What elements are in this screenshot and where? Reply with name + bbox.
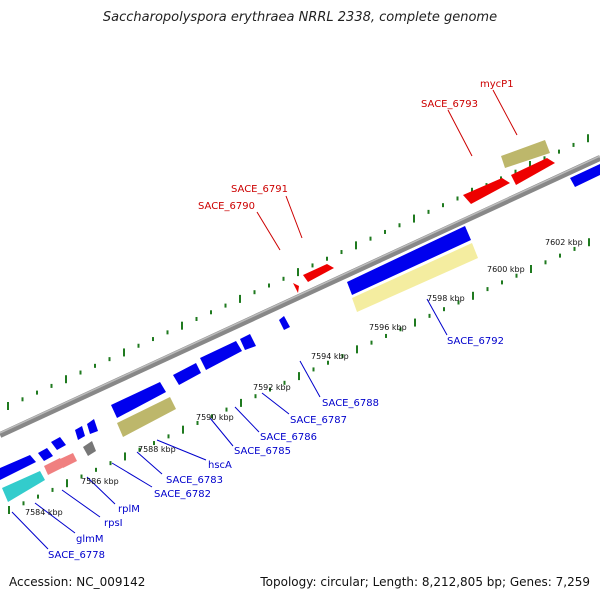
kbp-label: 7584 kbp — [25, 508, 63, 517]
kbp-label: 7586 kbp — [81, 477, 119, 486]
gene-rpsI[interactable] — [44, 458, 64, 475]
label-SACE_6792[interactable]: SACE_6792 — [447, 336, 504, 347]
label-SACE_6782[interactable]: SACE_6782 — [154, 489, 211, 500]
gene-SACE_6791[interactable] — [303, 264, 334, 282]
gene-gray[interactable] — [83, 441, 96, 456]
label-SACE_6790[interactable]: SACE_6790 — [198, 201, 255, 212]
label-rplM[interactable]: rplM — [118, 504, 140, 515]
feature-mycP1-region[interactable] — [501, 140, 550, 168]
forward-features — [293, 140, 600, 293]
gene-SACE_6789[interactable] — [347, 226, 471, 295]
outer-tick-row — [7, 134, 589, 410]
accession-text: Accession: NC_009142 — [9, 575, 146, 589]
kbp-label: 7598 kbp — [427, 294, 465, 303]
label-SACE_6783[interactable]: SACE_6783 — [166, 475, 223, 486]
gene-hscA[interactable] — [117, 397, 176, 437]
kbp-label: 7602 kbp — [545, 238, 583, 247]
gene-SACE_6787[interactable] — [240, 334, 256, 350]
label-glmM[interactable]: glmM — [76, 534, 104, 545]
label-SACE_6787[interactable]: SACE_6787 — [290, 415, 347, 426]
kbp-label: 7588 kbp — [138, 445, 176, 454]
genome-summary-text: Topology: circular; Length: 8,212,805 bp… — [260, 575, 590, 589]
gene-SACE_6785[interactable] — [173, 363, 201, 385]
gene-SACE_6788[interactable] — [279, 316, 290, 330]
label-mycP1[interactable]: mycP1 — [480, 79, 514, 90]
gene-small-2[interactable] — [75, 426, 85, 440]
gene-SACE_6790[interactable] — [293, 283, 299, 293]
kbp-label: 7596 kbp — [369, 323, 407, 332]
gene-SACE_6777[interactable] — [0, 455, 36, 480]
kbp-label: 7600 kbp — [487, 265, 525, 274]
gene-SACE_6783[interactable] — [111, 382, 166, 418]
label-SACE_6793[interactable]: SACE_6793 — [421, 99, 478, 110]
reverse-leaders — [11, 298, 448, 550]
gene-small-3[interactable] — [87, 419, 98, 434]
kbp-labels: 7584 kbp 7586 kbp 7588 kbp 7590 kbp 7592… — [25, 238, 583, 517]
map-title: Saccharopolyspora erythraea NRRL 2338, c… — [102, 10, 498, 25]
kbp-label: 7594 kbp — [311, 352, 349, 361]
gene-SACE_6786[interactable] — [200, 341, 242, 370]
label-SACE_6788[interactable]: SACE_6788 — [322, 398, 379, 409]
kbp-label: 7590 kbp — [196, 413, 234, 422]
label-rpsI[interactable]: rpsI — [104, 518, 123, 529]
gene-rplM[interactable] — [60, 453, 77, 468]
forward-leaders — [256, 89, 518, 251]
label-SACE_6791[interactable]: SACE_6791 — [231, 184, 288, 195]
reverse-features — [0, 226, 478, 502]
label-SACE_6785[interactable]: SACE_6785 — [234, 446, 291, 457]
inner-tick-row — [8, 238, 590, 514]
gene-SACE_6793[interactable] — [463, 178, 510, 204]
gene-small-1[interactable] — [51, 437, 66, 450]
gene-SACE_6778[interactable] — [2, 471, 45, 502]
label-SACE_6786[interactable]: SACE_6786 — [260, 432, 317, 443]
kbp-label: 7592 kbp — [253, 383, 291, 392]
label-SACE_6778[interactable]: SACE_6778 — [48, 550, 105, 561]
genome-backbone-highlight — [0, 155, 600, 434]
label-hscA[interactable]: hscA — [208, 460, 232, 471]
gene-labels: SACE_6790 SACE_6791 SACE_6793 mycP1 SACE… — [48, 79, 514, 561]
gene-mycP1[interactable] — [511, 158, 555, 185]
gene-edge-right[interactable] — [570, 164, 600, 187]
gene-glmM[interactable] — [38, 448, 53, 461]
genome-backbone — [0, 155, 600, 438]
gene-SACE_6792[interactable] — [352, 243, 478, 312]
